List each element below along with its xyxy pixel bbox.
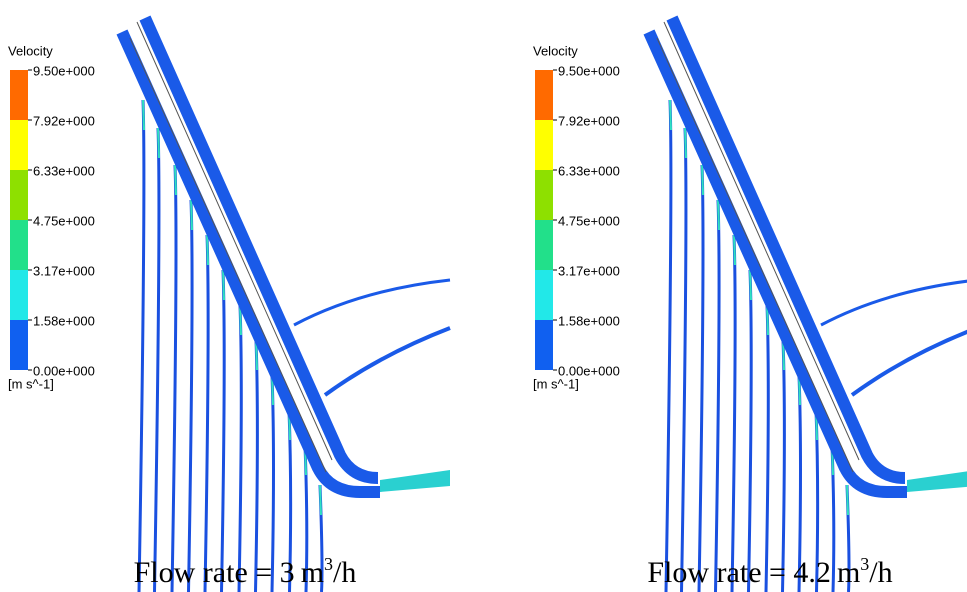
flow-field	[643, 15, 967, 592]
spray	[323, 326, 451, 397]
legend-tick: 7.92e+000	[33, 113, 95, 128]
jet-core	[701, 164, 704, 196]
caption: Flow rate = 4.2 m3/h	[647, 554, 892, 589]
legend-tick: 9.50e+000	[33, 63, 95, 78]
outlet	[907, 471, 967, 492]
jet-core	[206, 234, 209, 266]
jet	[220, 269, 226, 592]
color-band	[535, 70, 553, 120]
color-band	[10, 320, 28, 370]
jet-core	[733, 234, 736, 266]
legend-tick: 4.75e+000	[558, 213, 620, 228]
color-band	[10, 170, 28, 220]
caption-exponent: 3	[860, 554, 869, 574]
caption: Flow rate = 3 m3/h	[134, 554, 357, 589]
legend-tick: 6.33e+000	[33, 163, 95, 178]
panel: Velocity 9.50e+000 7.92e+000 6.33e+000 4.75e…	[8, 15, 451, 592]
legend-tick: 0.00e+000	[33, 363, 95, 378]
legend-tick: 4.75e+000	[33, 213, 95, 228]
jet-core	[222, 269, 225, 301]
legend-tick: 9.50e+000	[558, 63, 620, 78]
legend-tick: 3.17e+000	[33, 263, 95, 278]
jet-core	[717, 199, 720, 231]
pipe-lower	[643, 29, 907, 498]
jet	[764, 304, 770, 592]
spray	[820, 279, 967, 327]
caption-exponent: 3	[324, 554, 333, 574]
legend-tick: 3.17e+000	[558, 263, 620, 278]
color-band	[535, 170, 553, 220]
outlet	[380, 470, 450, 492]
jet	[254, 339, 259, 592]
jet-core	[239, 304, 242, 336]
flow-field	[116, 15, 451, 592]
pipe-upper	[139, 15, 379, 484]
legend-title: Velocity	[533, 43, 578, 58]
jet	[747, 269, 753, 592]
jet	[680, 127, 688, 592]
color-band	[10, 220, 28, 270]
jet-core	[174, 164, 177, 196]
pipe-wall	[129, 21, 333, 473]
jet-core	[142, 99, 145, 131]
jet	[237, 304, 243, 592]
jet	[187, 199, 194, 592]
caption-unit: m	[301, 556, 324, 589]
caption-suffix: /h	[333, 556, 356, 589]
color-band	[535, 320, 553, 370]
jet	[781, 339, 786, 592]
jet	[203, 234, 210, 592]
jet-core	[846, 484, 849, 516]
pipe-lower	[116, 29, 380, 498]
color-band	[10, 70, 28, 120]
jet	[664, 99, 673, 592]
jet-core	[749, 269, 752, 301]
legend-tick: 7.92e+000	[558, 113, 620, 128]
legend-unit: [m s^-1]	[8, 376, 54, 391]
legend-tick: 1.58e+000	[558, 313, 620, 328]
legend-unit: [m s^-1]	[533, 376, 579, 391]
panel: Velocity 9.50e+000 7.92e+000 6.33e+000 4.75e…	[533, 15, 967, 592]
legend-title: Velocity	[8, 43, 53, 58]
spray	[850, 329, 967, 397]
caption-text: Flow rate = 3	[134, 556, 295, 589]
legend-tick: 1.58e+000	[33, 313, 95, 328]
spray	[293, 278, 451, 327]
caption-suffix: /h	[869, 556, 892, 589]
color-band	[535, 220, 553, 270]
jet-core	[319, 484, 322, 516]
jet	[153, 127, 161, 592]
color-band	[10, 270, 28, 320]
jet-core	[157, 127, 160, 159]
jet	[137, 99, 146, 592]
color-band	[10, 120, 28, 170]
caption-text: Flow rate = 4.2	[647, 556, 831, 589]
jet-core	[684, 127, 687, 159]
jet	[170, 164, 178, 592]
jet	[697, 164, 705, 592]
legend-tick: 0.00e+000	[558, 363, 620, 378]
color-band	[535, 270, 553, 320]
legend-tick: 6.33e+000	[558, 163, 620, 178]
jet-core	[669, 99, 672, 131]
color-band	[535, 120, 553, 170]
caption-unit: m	[837, 556, 860, 589]
jet-core	[766, 304, 769, 336]
jet	[714, 199, 721, 592]
jet-core	[190, 199, 193, 231]
jet	[730, 234, 737, 592]
pipe-upper	[666, 15, 906, 484]
pipe-wall	[656, 21, 860, 473]
